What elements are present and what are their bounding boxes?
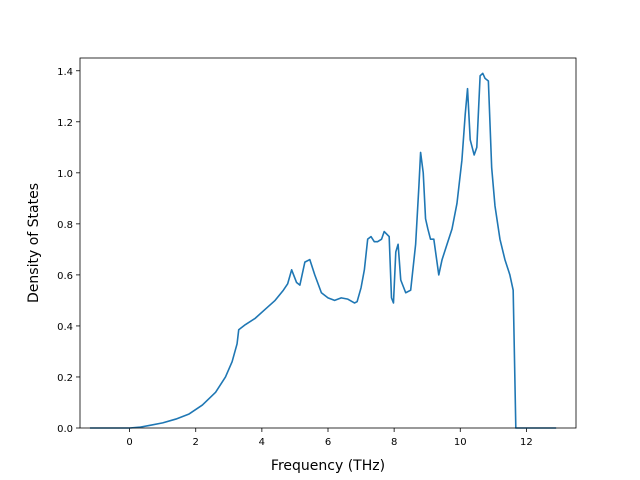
y-tick-label: 0.4	[57, 322, 73, 333]
x-tick-label: 12	[520, 437, 533, 448]
x-tick-label: 8	[391, 437, 397, 448]
x-axis-label: Frequency (THz)	[271, 458, 385, 474]
x-axis-ticks: 0 2 4 6 8 10 12	[126, 428, 533, 448]
x-tick-label: 4	[259, 437, 265, 448]
x-tick-label: 6	[325, 437, 331, 448]
y-axis-ticks: 0.0 0.2 0.4 0.6 0.8 1.0 1.2 1.4	[57, 67, 80, 435]
x-tick-label: 10	[454, 437, 467, 448]
y-tick-label: 1.4	[57, 67, 73, 78]
y-tick-label: 1.2	[57, 118, 73, 129]
y-tick-label: 0.8	[57, 220, 73, 231]
y-tick-label: 0.2	[57, 373, 73, 384]
plot-frame	[79, 57, 577, 429]
dos-series-line	[89, 72, 557, 429]
y-tick-label: 1.0	[57, 169, 73, 180]
plot-area	[80, 58, 576, 428]
y-tick-label: 0.0	[57, 424, 73, 435]
x-tick-label: 2	[193, 437, 199, 448]
y-tick-label: 0.6	[57, 271, 73, 282]
y-axis-label: Density of States	[26, 183, 42, 303]
x-tick-label: 0	[126, 437, 132, 448]
